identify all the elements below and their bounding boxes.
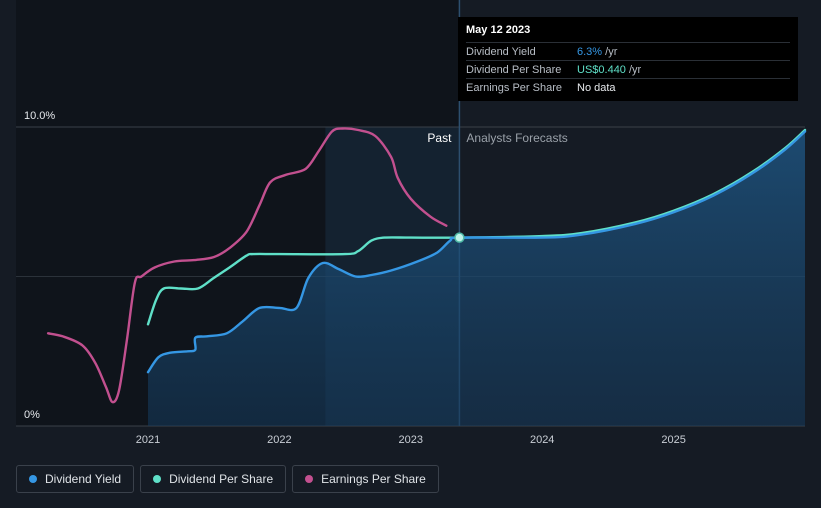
- legend-dot-icon: [153, 475, 162, 483]
- forecast-label: Analysts Forecasts: [466, 131, 567, 145]
- tooltip-value-number: No data: [577, 81, 616, 94]
- chart-tooltip: May 12 2023 Dividend Yield 6.3% /yr Divi…: [458, 17, 798, 101]
- legend-label: Earnings Per Share: [321, 472, 426, 486]
- legend-dot-icon: [305, 475, 314, 483]
- chart-legend: Dividend Yield Dividend Per Share Earnin…: [16, 465, 439, 493]
- x-tick-label: 2024: [530, 434, 554, 446]
- legend-item-dividend-per-share[interactable]: Dividend Per Share: [140, 465, 287, 493]
- tooltip-row-dividend-per-share: Dividend Per Share US$0.440 /yr: [466, 60, 790, 78]
- tooltip-date: May 12 2023: [466, 24, 531, 36]
- tooltip-label: Earnings Per Share: [466, 81, 562, 94]
- dividend-per-share-line: [146, 128, 807, 326]
- tooltip-row-dividend-yield: Dividend Yield 6.3% /yr: [466, 42, 790, 60]
- x-tick-label: 2022: [267, 434, 291, 446]
- legend-dot-icon: [29, 475, 37, 483]
- legend-item-earnings-per-share[interactable]: Earnings Per Share: [292, 465, 439, 493]
- tooltip-label: Dividend Per Share: [466, 63, 562, 76]
- dividend-yield-line: [146, 130, 807, 374]
- y-tick-label: 0%: [24, 409, 40, 421]
- tooltip-value-unit: /yr: [625, 63, 642, 76]
- tooltip-value: 6.3% /yr: [577, 46, 617, 58]
- earnings-per-share-line: [46, 127, 448, 404]
- tooltip-label: Dividend Yield: [466, 45, 536, 58]
- highlight-point: [454, 232, 465, 243]
- tooltip-value-unit: /yr: [602, 45, 618, 58]
- tooltip-value-number: US$0.440: [577, 63, 626, 76]
- legend-item-dividend-yield[interactable]: Dividend Yield: [16, 465, 135, 493]
- dividend-chart: 10.0% 0% 2021 2022 2023 2024 2025 Past Analysts …: [16, 0, 807, 446]
- x-tick-label: 2023: [399, 434, 423, 446]
- dividend-yield-area: [148, 131, 805, 426]
- x-tick-label: 2025: [661, 434, 685, 446]
- tooltip-value: US$0.440 /yr: [577, 64, 641, 76]
- x-tick-label: 2021: [136, 434, 160, 446]
- past-label: Past: [427, 131, 452, 145]
- tooltip-value-number: 6.3%: [577, 45, 603, 58]
- legend-label: Dividend Yield: [45, 472, 122, 486]
- tooltip-row-earnings-per-share: Earnings Per Share No data: [466, 78, 790, 96]
- legend-label: Dividend Per Share: [169, 472, 274, 486]
- y-tick-label: 10.0%: [24, 110, 55, 122]
